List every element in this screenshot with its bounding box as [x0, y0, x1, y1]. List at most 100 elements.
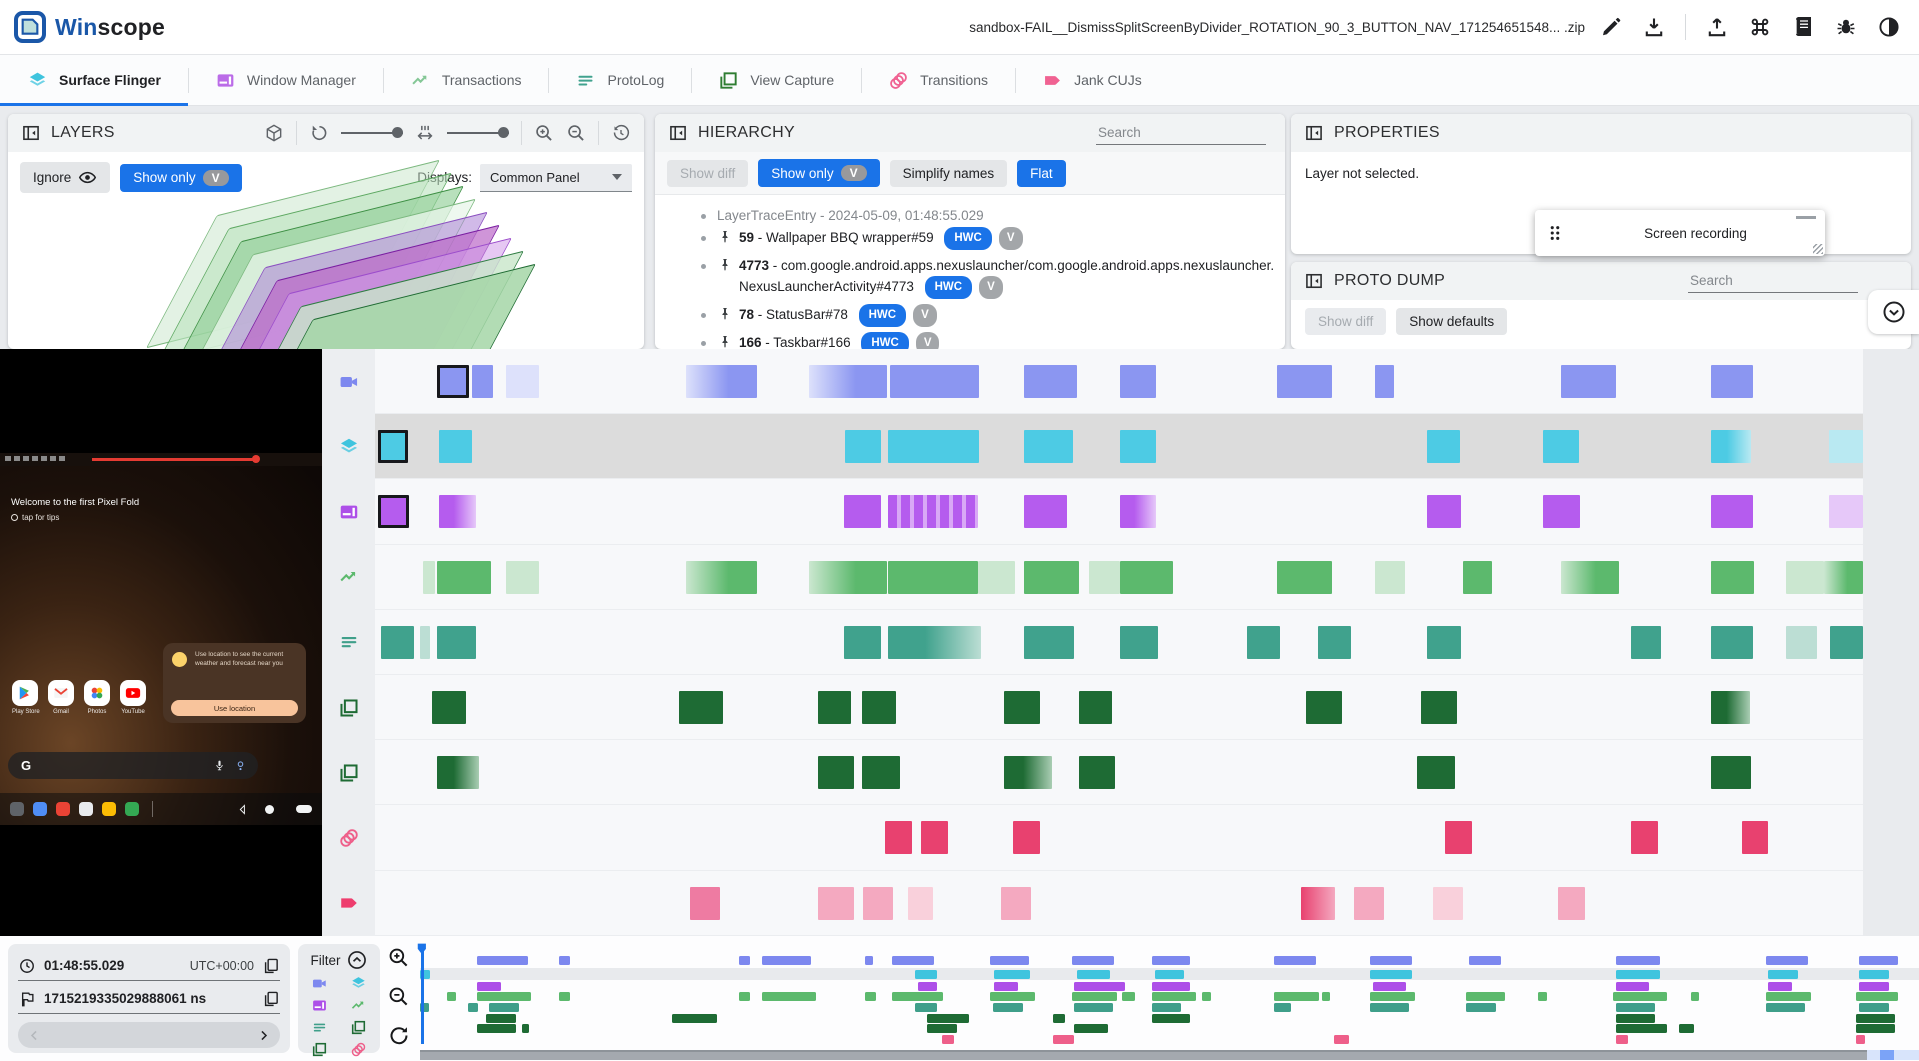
trace-event-block[interactable] [1421, 690, 1457, 724]
hierarchy-node[interactable]: 166 - Taskbar#166 HWC V [655, 332, 1285, 349]
download-traces-button[interactable] [1642, 15, 1666, 39]
trace-event-block[interactable] [1785, 625, 1817, 659]
trace-event-block[interactable] [1374, 365, 1395, 398]
trace-event-block[interactable] [863, 886, 893, 920]
trace-event-block[interactable] [1830, 625, 1863, 659]
trace-event-block[interactable] [1078, 756, 1115, 790]
zoom-out-icon[interactable] [566, 123, 586, 143]
trace-event-block[interactable] [888, 625, 981, 659]
trace-event-block[interactable] [685, 560, 758, 594]
ignore-button[interactable]: Ignore [20, 162, 111, 193]
hierarchy-node[interactable]: 78 - StatusBar#78 HWC V [655, 304, 1285, 327]
trace-event-block[interactable] [1462, 560, 1493, 594]
pin-icon[interactable] [717, 229, 733, 245]
trace-event-block[interactable] [888, 495, 978, 529]
trace-event-block[interactable] [809, 365, 887, 398]
drag-handle-icon[interactable] [1544, 222, 1566, 244]
trace-event-block[interactable] [1742, 821, 1768, 855]
filter-transitions-toggle[interactable] [350, 1041, 367, 1058]
trace-event-block[interactable] [1089, 560, 1121, 594]
resize-handle[interactable] [1813, 244, 1823, 254]
trace-event-block[interactable] [505, 560, 539, 594]
trace-event-block[interactable] [921, 821, 948, 855]
zoom-in-icon[interactable] [534, 123, 554, 143]
minimize-button[interactable] [1796, 216, 1816, 219]
trace-event-block[interactable] [1785, 560, 1825, 594]
slider-thumb[interactable] [392, 127, 403, 138]
timeline-scrollbar-thumb[interactable] [420, 1050, 1867, 1060]
tab-protolog[interactable]: ProtoLog [548, 55, 691, 105]
trace-event-block[interactable] [1120, 495, 1157, 529]
tab-transactions[interactable]: Transactions [382, 55, 549, 105]
trace-event-block[interactable] [1120, 365, 1157, 398]
view-slider[interactable] [447, 123, 509, 143]
show-diff-button[interactable]: Show diff [667, 159, 749, 187]
rotation-icon[interactable] [309, 123, 329, 143]
trace-event-block[interactable] [1711, 365, 1753, 398]
trace-event-block[interactable] [1711, 690, 1750, 724]
edit-filename-button[interactable] [1599, 15, 1623, 39]
trace-event-block[interactable] [1711, 756, 1752, 790]
simplify-names-button[interactable]: Simplify names [889, 159, 1008, 187]
trace-entry-root[interactable]: LayerTraceEntry - 2024-05-09, 01:48:55.0… [655, 205, 1285, 227]
trace-event-block[interactable] [1023, 430, 1073, 464]
pin-icon[interactable] [717, 306, 733, 322]
timeline-range-handle[interactable] [1880, 1050, 1895, 1060]
documentation-button[interactable] [1791, 15, 1815, 39]
previous-frame-button[interactable] [27, 1028, 42, 1043]
trace-event-block[interactable] [861, 690, 896, 724]
trace-event-block[interactable] [1004, 690, 1041, 724]
next-frame-button[interactable] [256, 1028, 271, 1043]
trace-event-block[interactable] [505, 365, 539, 398]
trace-event-block[interactable] [845, 430, 881, 464]
trace-event-block[interactable] [1427, 430, 1460, 464]
report-bug-button[interactable] [1834, 15, 1858, 39]
filter-transactions-toggle[interactable] [350, 997, 367, 1014]
reset-view-icon[interactable] [611, 123, 631, 143]
trace-event-block[interactable] [1276, 560, 1332, 594]
trace-event-block[interactable] [1560, 560, 1619, 594]
trace-event-block[interactable] [1001, 886, 1032, 920]
trace-event-block[interactable] [1560, 365, 1616, 398]
zoom-in-button[interactable] [387, 946, 410, 969]
tab-jank-cujs[interactable]: Jank CUJs [1015, 55, 1169, 105]
timeline-cursor-marker[interactable] [416, 942, 430, 957]
trace-event-block[interactable] [1120, 560, 1173, 594]
trace-event-block[interactable] [1711, 495, 1753, 529]
trace-event-block[interactable] [1432, 886, 1463, 920]
reset-zoom-button[interactable] [387, 1024, 410, 1047]
trace-event-block[interactable] [889, 365, 980, 398]
layer-spacing-icon[interactable] [415, 123, 435, 143]
pin-icon[interactable] [717, 257, 733, 273]
trace-event-block[interactable] [907, 886, 933, 920]
trace-event-block[interactable] [1630, 625, 1661, 659]
show-diff-button[interactable]: Show diff [1305, 308, 1387, 335]
trace-event-block[interactable] [1276, 365, 1332, 398]
keyboard-shortcuts-button[interactable] [1748, 15, 1772, 39]
trace-event-block[interactable] [685, 365, 758, 398]
trace-event-block[interactable] [1374, 560, 1405, 594]
trace-event-block[interactable] [888, 560, 978, 594]
trace-event-block[interactable] [888, 430, 980, 464]
trace-event-block[interactable] [1416, 756, 1456, 790]
trace-event-block[interactable] [678, 690, 724, 724]
trace-event-block[interactable] [818, 756, 855, 790]
flat-button[interactable]: Flat [1017, 159, 1066, 187]
trace-event-block[interactable] [438, 430, 472, 464]
filter-window-manager-toggle[interactable] [311, 997, 328, 1014]
hierarchy-node[interactable]: 59 - Wallpaper BBQ wrapper#59 HWC V [655, 227, 1285, 250]
trace-event-block[interactable] [419, 625, 431, 659]
trace-event-block[interactable] [1306, 690, 1343, 724]
trace-event-block[interactable] [377, 430, 408, 464]
proto-dump-search-input[interactable] [1688, 269, 1858, 293]
timeline-cursor-line[interactable] [421, 944, 424, 1044]
trace-event-block[interactable] [1444, 821, 1472, 855]
collapse-panel-icon[interactable] [668, 123, 688, 143]
trace-event-block[interactable] [1630, 821, 1658, 855]
slider-thumb[interactable] [498, 127, 509, 138]
collapse-panel-icon[interactable] [21, 123, 41, 143]
copy-time-icon[interactable] [262, 957, 280, 975]
3d-cube-icon[interactable] [264, 123, 284, 143]
trace-event-block[interactable] [1711, 560, 1755, 594]
chevron-up-circle-icon[interactable] [346, 949, 368, 971]
